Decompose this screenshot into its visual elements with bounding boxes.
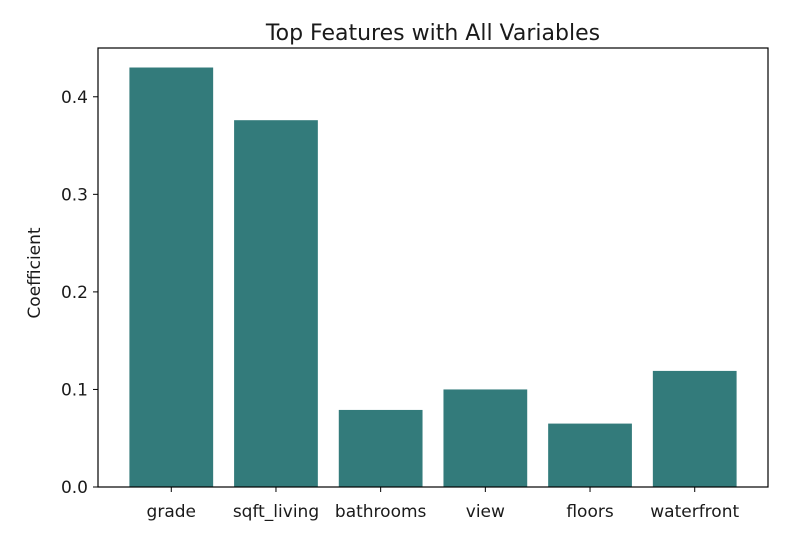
- x-tick-label: sqft_living: [233, 502, 319, 522]
- bar-floors: [548, 423, 632, 487]
- bar-grade: [129, 67, 214, 487]
- x-tick-label: floors: [566, 502, 613, 522]
- x-tick-label: view: [466, 502, 505, 522]
- y-tick-label: 0.2: [61, 283, 88, 303]
- bar-view: [443, 389, 528, 487]
- bars-group: [129, 67, 737, 488]
- y-axis-label: Coefficient: [25, 227, 45, 318]
- plot-frame: [97, 47, 769, 488]
- chart-title: Top Features with All Variables: [265, 21, 600, 46]
- bar-sqft_living: [234, 120, 318, 488]
- x-tick-label: bathrooms: [335, 502, 427, 522]
- y-axis-ticks: 0.0 0.1 0.2 0.3 0.4: [61, 88, 98, 498]
- y-tick-label: 0.4: [61, 88, 88, 108]
- y-tick-label: 0.3: [61, 185, 88, 205]
- y-tick-label: 0.0: [61, 478, 88, 498]
- y-tick-label: 0.1: [61, 380, 88, 400]
- x-tick-label: grade: [147, 502, 196, 522]
- x-axis-ticks: grade sqft_living bathrooms view floors water…: [147, 487, 739, 522]
- bar-waterfront: [652, 370, 737, 487]
- x-tick-label: waterfront: [650, 502, 739, 522]
- bar-bathrooms: [338, 409, 423, 487]
